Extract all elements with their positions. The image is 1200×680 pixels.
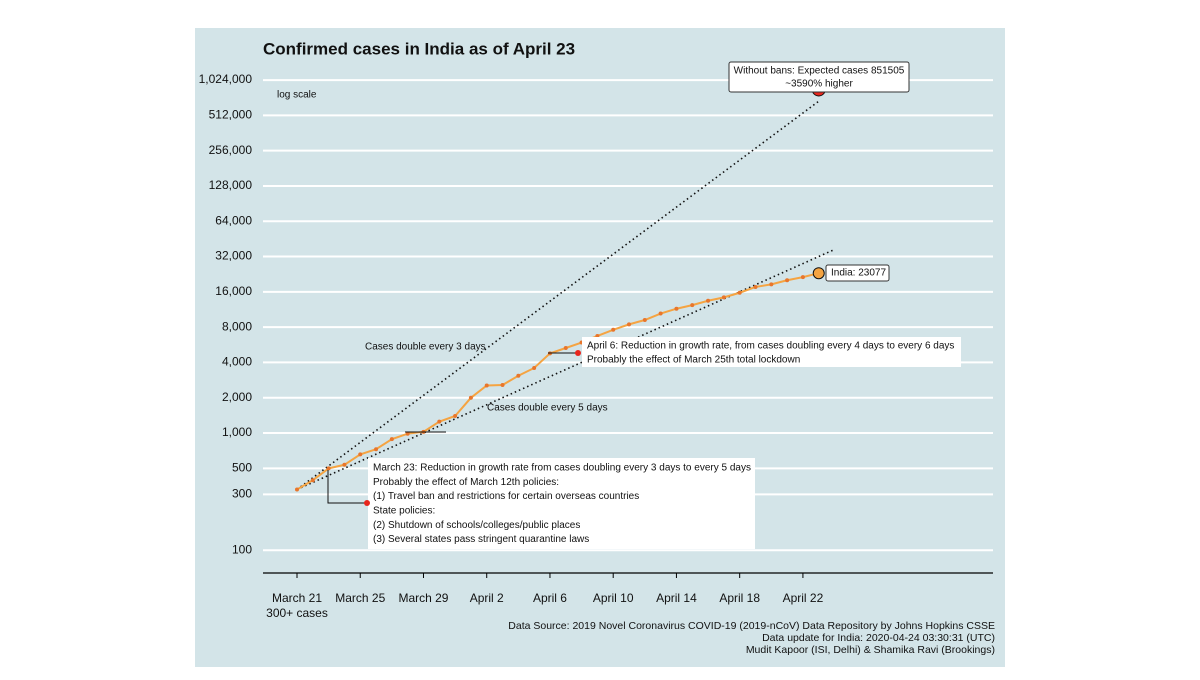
point: [453, 414, 458, 419]
y-tick-label: 128,000: [209, 178, 253, 192]
source-text: Data update for India: 2020-04-24 03:30:…: [762, 632, 995, 644]
point: [295, 487, 299, 492]
point: [342, 462, 347, 467]
doubling-label: Cases double every 3 days: [365, 342, 486, 353]
point: [516, 373, 521, 378]
y-tick-label: 8,000: [222, 319, 252, 333]
y-tick-label: 512,000: [209, 108, 253, 122]
x-tick-label: April 6: [533, 591, 567, 605]
point: [310, 478, 315, 483]
point: [405, 431, 410, 436]
last-label: India: 23077: [831, 268, 886, 279]
annotation-box: [368, 458, 755, 549]
y-tick-label: 1,024,000: [199, 72, 253, 86]
last-point: [812, 267, 825, 280]
x-tick-label: April 14: [656, 591, 697, 605]
point: [611, 327, 616, 332]
annotation-text: State policies:: [373, 506, 435, 517]
x-tick-label: March 21: [272, 591, 322, 605]
annotation-text: April 6: Reduction in growth rate, from …: [587, 341, 954, 352]
point: [769, 282, 774, 287]
annotation-text: Probably the effect of March 12th polici…: [373, 477, 559, 488]
y-tick-label: 32,000: [215, 249, 252, 263]
y-tick-label: 1,000: [222, 425, 252, 439]
point: [690, 303, 695, 308]
point: [753, 284, 758, 289]
point: [468, 395, 473, 400]
annotation-text: March 23: Reduction in growth rate from …: [373, 463, 751, 474]
chart-title: Confirmed cases in India as of April 23: [263, 39, 575, 58]
point: [737, 290, 742, 295]
x-tick-label: April 22: [783, 591, 824, 605]
point: [358, 452, 363, 457]
annotation-dot: [575, 350, 581, 356]
doubling-label: Cases double every 5 days: [487, 403, 608, 414]
y-tick-label: 2,000: [222, 390, 252, 404]
annotation-box: [582, 337, 961, 367]
x-tick-label: April 2: [470, 591, 504, 605]
annotation-text: Probably the effect of March 25th total …: [587, 355, 800, 366]
point: [721, 295, 726, 300]
y-tick-label: 64,000: [215, 213, 252, 227]
y-tick-label: 500: [232, 460, 252, 474]
y-tick-label: 100: [232, 542, 252, 556]
doubling-line: [296, 100, 820, 491]
x-tick-label: March 25: [335, 591, 385, 605]
scale-note: log scale: [277, 90, 317, 101]
point: [595, 333, 600, 338]
y-tick-label: 4,000: [222, 355, 252, 369]
source-text: Mudit Kapoor (ISI, Delhi) & Shamika Ravi…: [746, 644, 995, 656]
point: [674, 306, 679, 311]
projection-note: ~3590% higher: [785, 79, 853, 90]
annotation-text: (2) Shutdown of schools/colleges/public …: [373, 520, 580, 531]
y-tick-label: 300: [232, 487, 252, 501]
point: [500, 383, 505, 388]
point: [437, 419, 442, 424]
point: [642, 317, 647, 322]
series-line: [296, 272, 819, 491]
source-text: Data Source: 2019 Novel Coronavirus COVI…: [508, 620, 995, 632]
point: [785, 278, 790, 283]
point: [326, 466, 331, 471]
projection-box: [728, 61, 910, 93]
x-tick-label: March 29: [398, 591, 448, 605]
point: [563, 346, 568, 351]
leader: [327, 470, 367, 504]
last-label-box: [825, 264, 890, 282]
y-tick-label: 16,000: [215, 284, 252, 298]
y-tick-label: 256,000: [209, 143, 253, 157]
x-tick-label: April 10: [593, 591, 634, 605]
point: [800, 275, 805, 280]
annotation-text: (1) Travel ban and restrictions for cert…: [373, 491, 639, 502]
doubling-line: [296, 248, 835, 491]
point: [484, 383, 489, 388]
annotation-text: (3) Several states pass stringent quaran…: [373, 534, 589, 545]
projection-label: Without bans: Expected cases 851505: [734, 66, 905, 77]
x-tick-note: 300+ cases: [266, 606, 328, 620]
point: [627, 322, 632, 327]
point: [658, 311, 663, 316]
point: [374, 447, 379, 452]
point: [706, 298, 711, 303]
point: [532, 365, 537, 370]
point: [389, 437, 394, 442]
x-tick-label: April 18: [719, 591, 760, 605]
annotation-dot: [364, 500, 370, 506]
